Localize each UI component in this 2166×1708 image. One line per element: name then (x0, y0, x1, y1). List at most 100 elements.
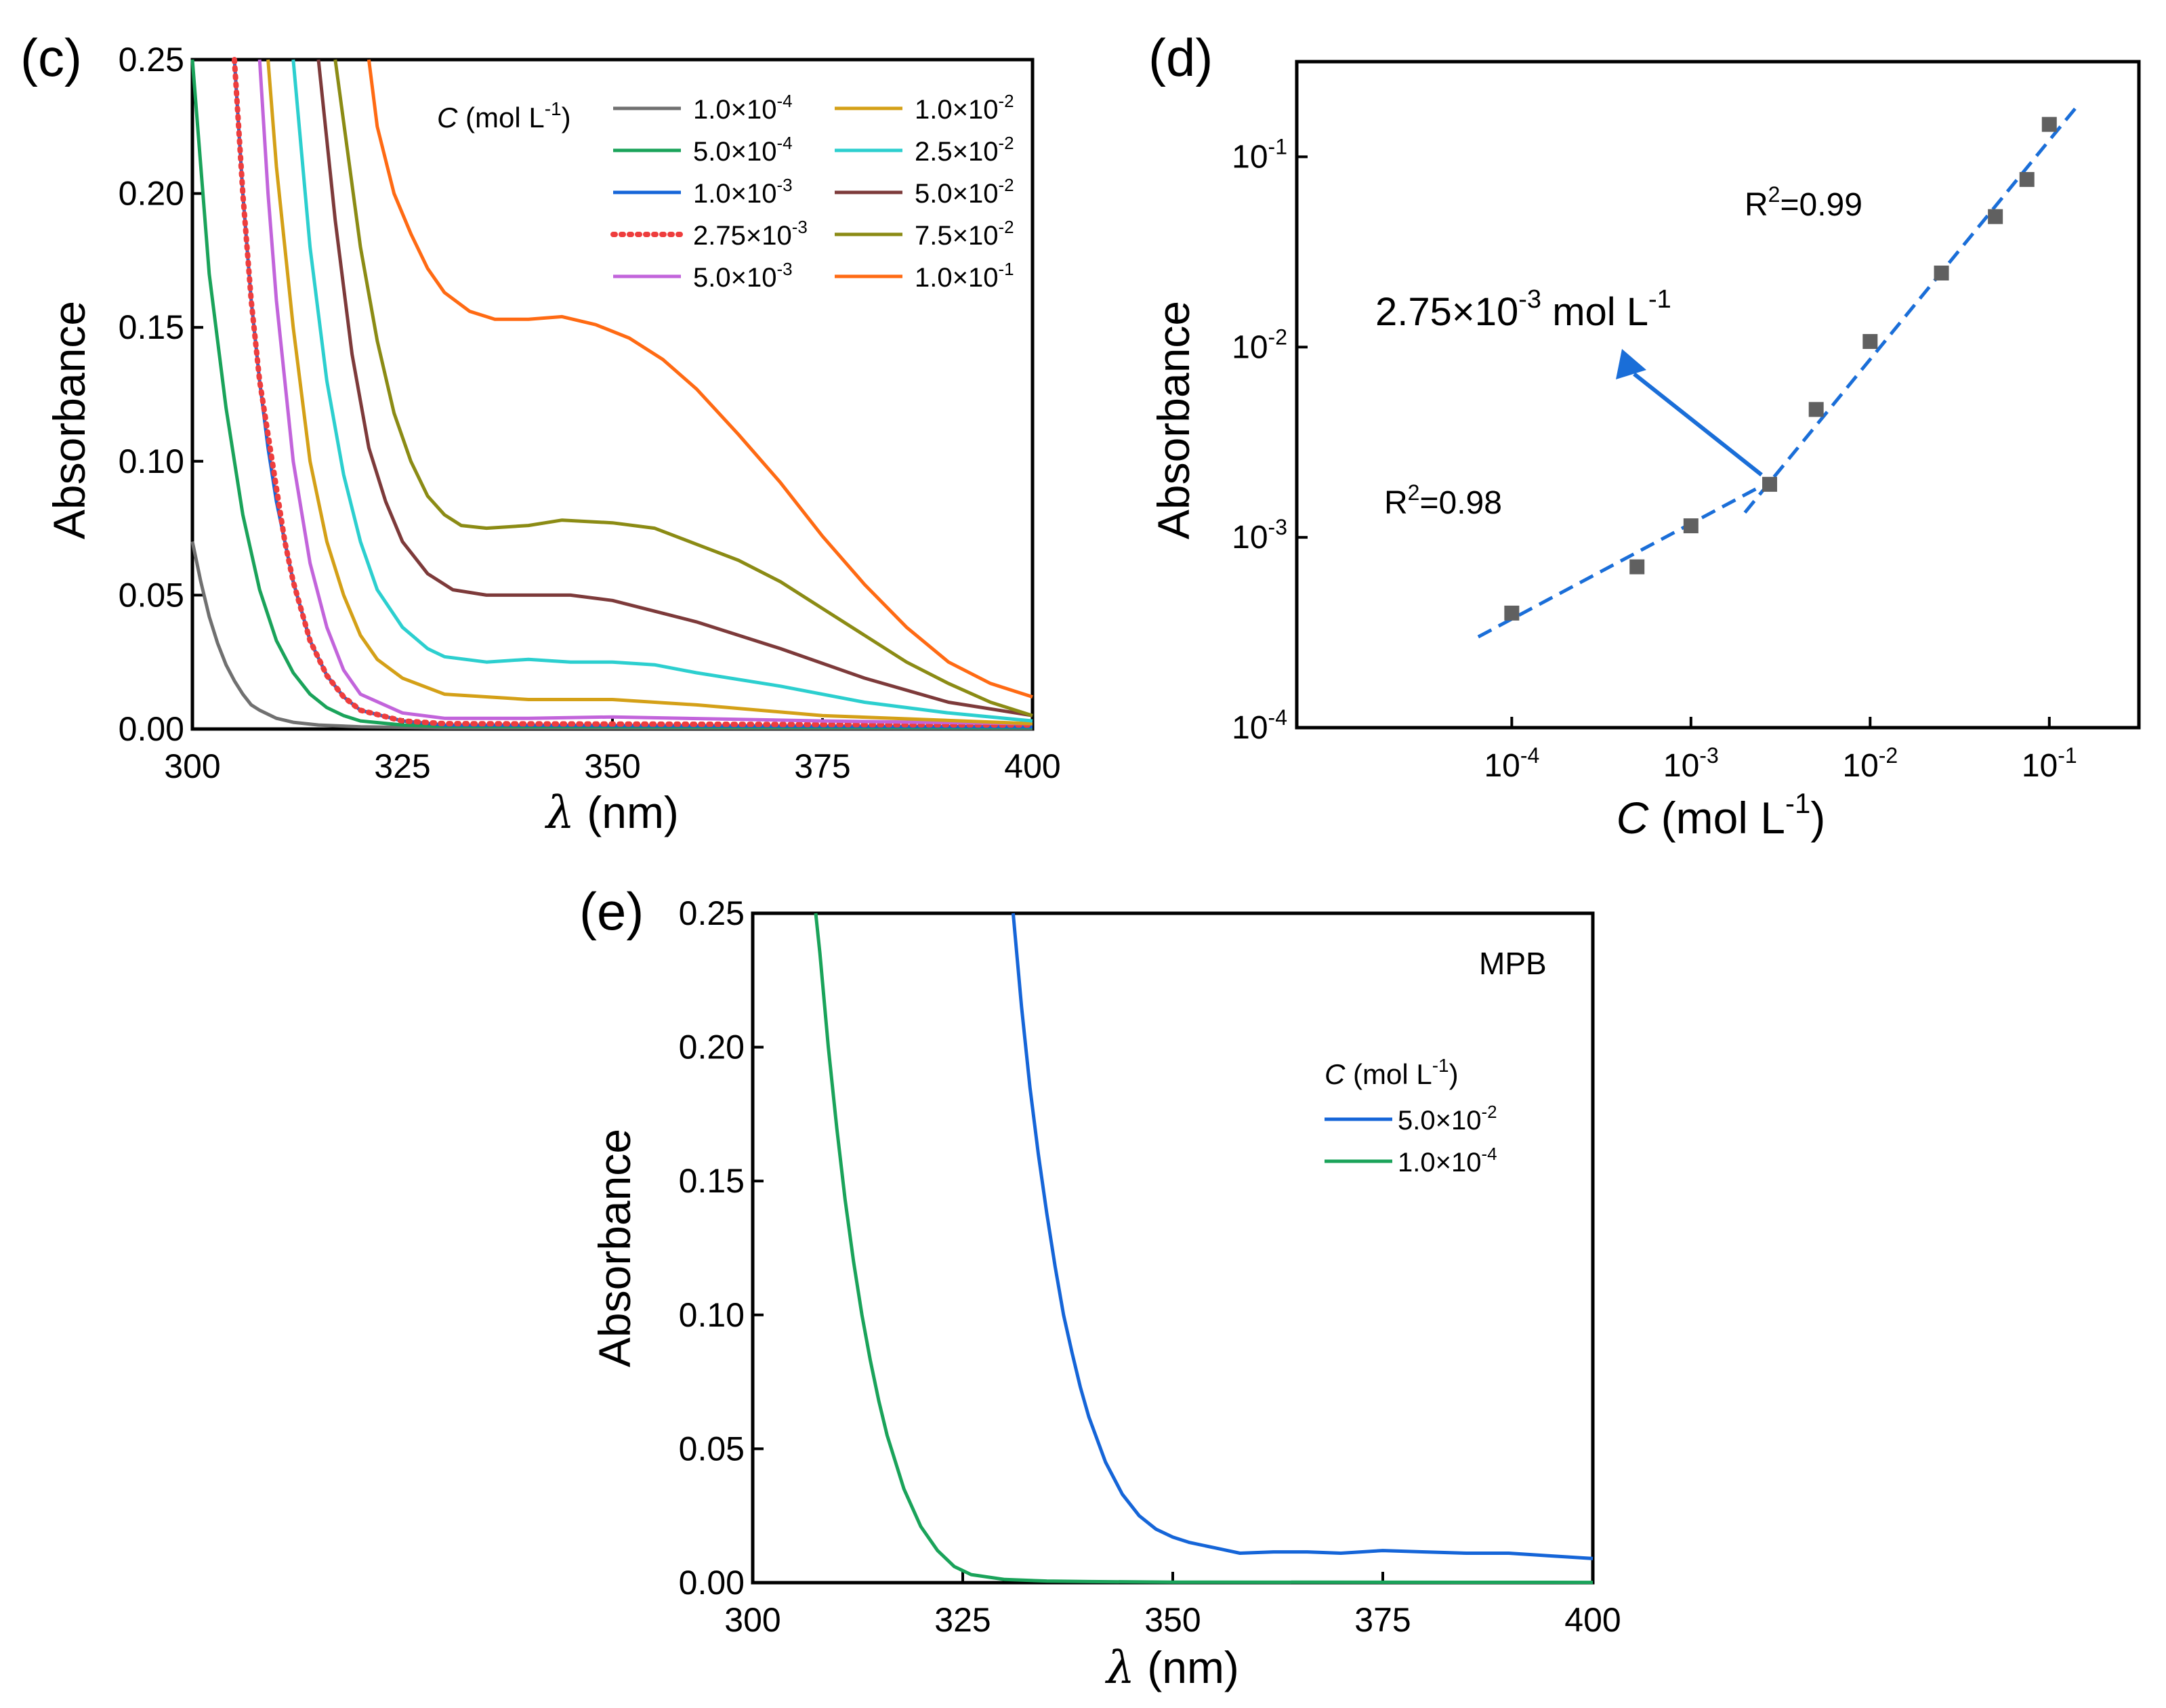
legend-label-0: 5.0×10-2 (1398, 1102, 1497, 1136)
y-tick-labels-e: 0.00 0.05 0.10 0.15 0.20 0.25 (679, 894, 745, 1602)
y-tick-label: 10-1 (1232, 134, 1287, 175)
data-point-7 (1988, 209, 2003, 224)
data-point-3 (1762, 476, 1778, 492)
series-line-8 (333, 59, 1033, 717)
data-point-5 (1862, 334, 1878, 350)
x-axis-title-e: λ (nm) (1104, 1642, 1239, 1694)
x-tick-label: 10-3 (1663, 743, 1719, 784)
data-point-0 (1504, 605, 1520, 621)
legend-title-c: C (mol L-1) (437, 98, 571, 133)
x-axis-title-d: C (mol L-1) (1617, 787, 1826, 843)
panel-c: (c) 0.00 0.05 0.10 0.15 0.20 0.25 300 325 350 37… (20, 28, 1061, 839)
legend-c: 1.0×10-4 5.0×10-4 1.0×10-3 2.75×10-3 5.0×10-… (610, 91, 1014, 293)
legend-label-8: 7.5×10-2 (915, 217, 1014, 251)
data-point-8 (2019, 171, 2035, 187)
series-line-2 (232, 59, 1033, 729)
y-tick-label: 0.00 (679, 1564, 745, 1602)
y-axis-title-c: Absorbance (44, 301, 94, 539)
y-axis-title-e: Absorbance (589, 1129, 640, 1367)
legend-label-7: 5.0×10-2 (915, 175, 1014, 209)
y-tick-label: 0.05 (679, 1430, 745, 1467)
x-tick-label: 300 (164, 747, 220, 785)
x-tick-label: 10-4 (1484, 743, 1539, 784)
x-axis-title-c: λ (nm) (544, 787, 679, 839)
x-tick-label: 400 (1564, 1601, 1621, 1639)
fit-line-0 (1477, 476, 1778, 639)
panel-d: (d) 10-4 10-3 10-2 10-1 10-4 10-3 10-2 10-1 Ab… (1148, 28, 2141, 843)
x-tick-labels-d: 10-4 10-3 10-2 10-1 (1484, 743, 2077, 784)
y-tick-label: 0.20 (119, 175, 184, 213)
series-line-1 (190, 59, 1033, 730)
x-tick-label: 350 (584, 747, 640, 785)
spectra-curves-e (814, 913, 1594, 1585)
x-tick-label: 10-1 (2022, 743, 2077, 784)
y-tick-labels-c: 0.00 0.05 0.10 0.15 0.20 0.25 (119, 41, 184, 748)
x-tick-label: 375 (794, 747, 850, 785)
y-tick-label: 10-2 (1232, 325, 1287, 365)
data-point-4 (1808, 402, 1824, 417)
fit-lines-d (1477, 107, 2077, 639)
y-tick-label: 0.15 (679, 1162, 745, 1200)
series-line-9 (367, 59, 1033, 699)
x-tick-label: 400 (1004, 747, 1060, 785)
y-tick-label: 0.05 (119, 576, 184, 614)
plot-frame-e (751, 911, 1595, 1585)
legend-label-6: 2.5×10-2 (915, 133, 1014, 167)
r2-label-high: R2=0.99 (1745, 182, 1862, 223)
legend-title-e: C (mol L-1) (1325, 1055, 1459, 1090)
y-tick-label: 10-3 (1232, 515, 1287, 556)
y-tick-labels-d: 10-4 10-3 10-2 10-1 (1232, 134, 1287, 746)
spectra-curves-c (190, 57, 1035, 730)
cmc-arrow (1616, 349, 1763, 477)
axis-ticks-d (1297, 155, 2051, 729)
series-line-3 (232, 57, 1035, 728)
legend-label-1: 1.0×10-4 (1398, 1144, 1497, 1178)
series-line-4 (257, 59, 1033, 726)
legend-label-1: 5.0×10-4 (693, 133, 793, 167)
x-tick-label: 300 (724, 1601, 780, 1639)
r2-label-low: R2=0.98 (1384, 480, 1502, 521)
legend-label-5: 1.0×10-2 (915, 91, 1014, 125)
data-point-1 (1629, 559, 1645, 575)
x-tick-label: 375 (1354, 1601, 1411, 1639)
mpb-label: MPB (1479, 946, 1547, 981)
plot-frame-d (1295, 60, 2141, 730)
series-line-7 (316, 59, 1033, 717)
legend-label-4: 5.0×10-3 (693, 259, 793, 293)
y-tick-label: 10-4 (1232, 705, 1287, 746)
cmc-annotation: 2.75×10-3 mol L-1 (1375, 285, 1671, 334)
series-line-0 (190, 541, 1033, 730)
y-axis-title-d: Absorbance (1148, 301, 1199, 539)
series-line-6 (291, 59, 1033, 723)
data-point-9 (2041, 117, 2057, 132)
axis-ticks-e (751, 912, 1594, 1584)
x-tick-labels-e: 300 325 350 375 400 (724, 1601, 1621, 1639)
series-line-0 (1011, 913, 1594, 1560)
fit-line-1 (1743, 107, 2077, 514)
legend-e: 5.0×10-2 1.0×10-4 (1325, 1102, 1497, 1178)
y-tick-label: 0.20 (679, 1028, 745, 1066)
y-tick-label: 0.10 (119, 442, 184, 480)
legend-label-0: 1.0×10-4 (693, 91, 793, 125)
data-point-6 (1934, 265, 1949, 280)
series-line-1 (814, 913, 1594, 1585)
panel-label-d: (d) (1148, 28, 1213, 87)
x-tick-label: 10-2 (1842, 743, 1898, 784)
legend-label-2: 1.0×10-3 (693, 175, 793, 209)
y-tick-label: 0.15 (119, 308, 184, 346)
x-tick-label: 325 (374, 747, 430, 785)
x-tick-label: 325 (934, 1601, 991, 1639)
panel-e: (e) 0.00 0.05 0.10 0.15 0.20 0.25 300 325 350 37… (579, 881, 1621, 1694)
panel-label-c: (c) (20, 28, 82, 87)
y-tick-label: 0.25 (679, 894, 745, 932)
y-tick-label: 0.00 (119, 710, 184, 748)
legend-label-3: 2.75×10-3 (693, 217, 808, 251)
legend-label-9: 1.0×10-1 (915, 259, 1014, 293)
panel-label-e: (e) (579, 881, 644, 941)
data-point-2 (1683, 518, 1699, 534)
y-tick-label: 0.25 (119, 41, 184, 79)
y-tick-label: 0.10 (679, 1296, 745, 1334)
x-tick-labels-c: 300 325 350 375 400 (164, 747, 1060, 785)
data-points-d (1504, 117, 2057, 621)
